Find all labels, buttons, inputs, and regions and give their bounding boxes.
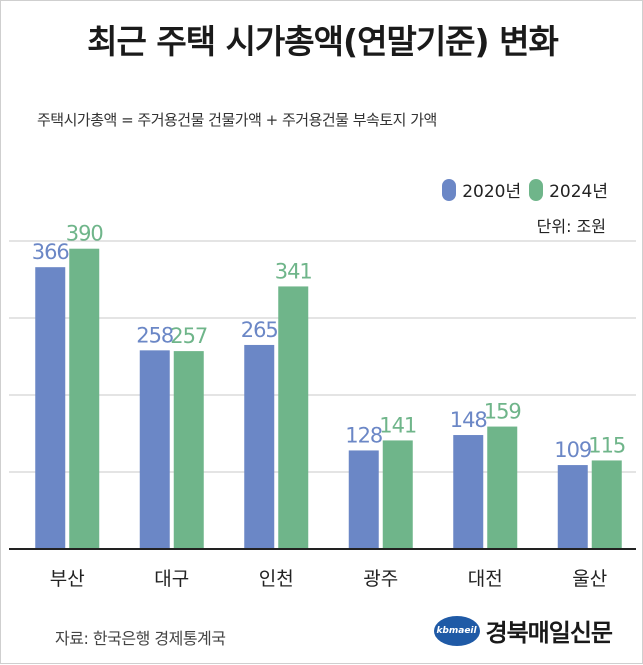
data-label: 109	[554, 438, 591, 462]
data-label: 128	[345, 423, 382, 447]
bar-2020	[139, 350, 170, 549]
legend-swatch-2024	[529, 178, 544, 201]
data-label: 148	[450, 408, 487, 432]
bar-2020	[244, 344, 275, 549]
bar-2024	[278, 286, 309, 549]
bar-2020	[348, 450, 379, 549]
data-label: 258	[136, 323, 173, 347]
chart-title: 최근 주택 시가총액(연말기준) 변화	[87, 22, 559, 61]
category-label: 부산	[50, 568, 85, 590]
data-label: 257	[170, 324, 207, 348]
brand-name: 경북매일신문	[485, 619, 613, 647]
bar-2020	[557, 465, 588, 549]
data-label: 341	[275, 259, 312, 283]
legend-item-2020: 2020년	[442, 177, 521, 202]
source-note: 자료: 한국은행 경제통계국	[55, 629, 226, 648]
legend-swatch-2020	[442, 178, 457, 201]
data-label: 115	[588, 433, 625, 457]
bar-2020	[453, 435, 484, 549]
bar-2020	[35, 267, 66, 549]
bar-2024	[591, 460, 622, 549]
data-label: 141	[379, 413, 416, 437]
category-label: 울산	[572, 568, 607, 590]
bar-2024	[487, 426, 518, 549]
legend-label-2024: 2024년	[549, 182, 608, 202]
legend: 2020년 2024년	[442, 177, 608, 202]
category-label: 대전	[468, 568, 503, 590]
legend-item-2024: 2024년	[529, 177, 608, 202]
category-label: 광주	[363, 568, 398, 590]
data-label: 159	[484, 400, 521, 424]
bar-2024	[173, 351, 204, 549]
formula-note: 주택시가총액 = 주거용건물 건물가액 + 주거용건물 부속토지 가액	[37, 111, 437, 129]
category-label: 인천	[259, 568, 294, 590]
category-label: 대구	[154, 568, 189, 590]
data-label: 265	[241, 318, 278, 342]
bar-2024	[69, 248, 100, 549]
data-label: 366	[32, 240, 70, 264]
brand-logo: kbmaeil	[433, 615, 480, 646]
legend-label-2020: 2020년	[462, 182, 522, 202]
bar-2024	[382, 440, 413, 549]
unit-label: 단위: 조원	[536, 217, 606, 236]
brand: kbmaeil 경북매일신문	[433, 613, 613, 648]
data-label: 390	[66, 222, 103, 246]
